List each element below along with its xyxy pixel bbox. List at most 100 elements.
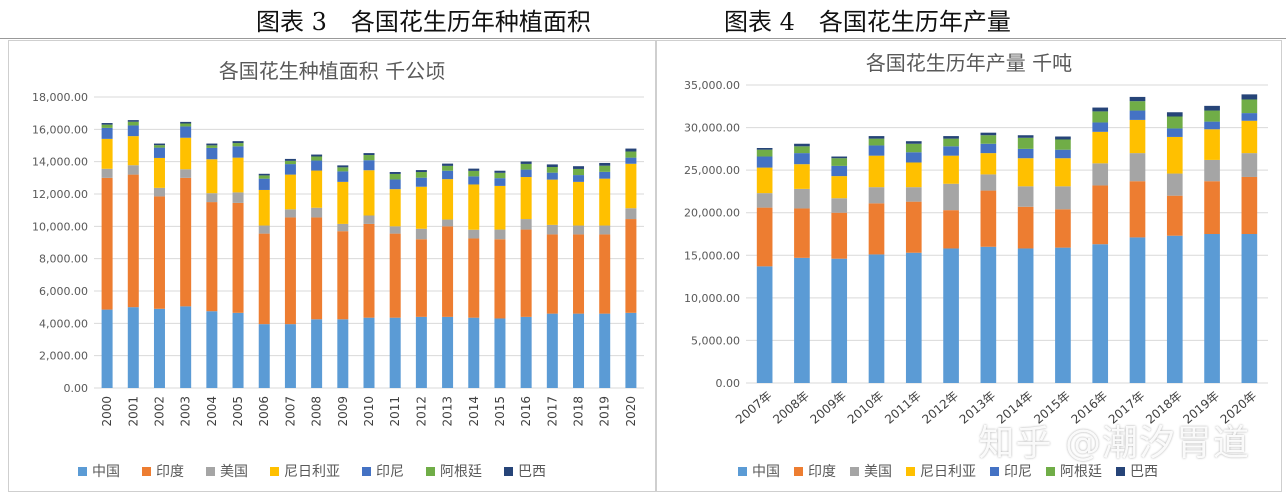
- legend-label: 中国: [92, 464, 120, 480]
- bar-segment: [180, 123, 192, 127]
- bar-segment: [442, 163, 454, 166]
- bar-segment: [337, 319, 349, 388]
- bar-segment: [389, 173, 401, 180]
- bar-segment: [180, 169, 192, 178]
- bar-segment: [980, 174, 997, 191]
- bar-segment: [1092, 111, 1109, 123]
- bar-segment: [868, 155, 885, 188]
- legend-item: 印度: [142, 464, 184, 480]
- bar-segment: [153, 143, 165, 146]
- bar-segment: [756, 149, 773, 157]
- x-tick-label: 2017: [545, 396, 559, 427]
- bar-segment: [258, 225, 270, 234]
- bar-segment: [794, 146, 810, 154]
- bar-segment: [415, 177, 427, 187]
- bar-segment: [1241, 94, 1258, 100]
- bar-segment: [599, 225, 611, 235]
- bar-segment: [258, 178, 270, 190]
- bar-segment: [905, 143, 922, 153]
- y-tick-label: 20,000.00: [684, 207, 740, 220]
- bar-segment: [756, 156, 773, 168]
- legend-swatch: [738, 467, 747, 476]
- bar-segment: [232, 202, 244, 313]
- figure-4-title: 图表 4 各国花生历年产量: [724, 8, 1011, 36]
- legend-item: 中国: [78, 464, 120, 480]
- bar-segment: [389, 317, 401, 388]
- legend-swatch: [206, 467, 215, 476]
- bar-segment: [943, 155, 959, 184]
- bar-segment: [573, 175, 585, 182]
- bar-segment: [101, 124, 113, 128]
- bar-segment: [1055, 209, 1071, 248]
- bar-segment: [363, 170, 375, 216]
- bar-segment: [284, 209, 296, 218]
- legend-swatch: [1046, 467, 1055, 476]
- bar-segment: [831, 212, 848, 259]
- bar-segment: [794, 153, 810, 165]
- bar-segment: [905, 252, 922, 383]
- bar-segment: [520, 177, 532, 220]
- bar-segment: [127, 125, 139, 137]
- bar-segment: [389, 226, 401, 234]
- y-tick-label: 6,000.00: [39, 285, 88, 298]
- bar-segment: [1055, 247, 1071, 383]
- bar-segment: [1055, 149, 1071, 159]
- x-tick-label: 2020: [624, 396, 638, 427]
- bar-segment: [311, 160, 323, 171]
- bar-segment: [1166, 116, 1183, 129]
- y-tick-label: 2,000.00: [39, 350, 88, 363]
- legend-label: 印尼: [1004, 464, 1032, 480]
- x-tick-label: 2010: [362, 396, 376, 427]
- legend-swatch: [426, 467, 435, 476]
- bar-segment: [101, 138, 113, 169]
- legend-label: 美国: [864, 464, 892, 480]
- bar-segment: [442, 226, 454, 317]
- bar-segment: [756, 148, 773, 150]
- bar-segment: [363, 215, 375, 224]
- bar-segment: [1017, 206, 1034, 249]
- bar-segment: [1166, 112, 1183, 117]
- figure-3-title: 图表 3 各国花生历年种植面积: [256, 8, 591, 36]
- x-tick-label: 2003: [179, 396, 193, 427]
- bar-segment: [520, 316, 532, 388]
- bar-segment: [599, 165, 611, 172]
- bar-segment: [546, 167, 558, 173]
- y-tick-label: 8,000.00: [39, 253, 88, 266]
- legend-item: 印尼: [362, 464, 404, 480]
- bar-segment: [284, 174, 296, 210]
- bar-segment: [943, 210, 959, 249]
- bar-segment: [831, 165, 848, 177]
- bar-segment: [1129, 153, 1146, 182]
- bar-segment: [905, 162, 922, 188]
- bar-segment: [625, 157, 637, 164]
- x-tick-label: 2013: [441, 396, 455, 427]
- bar-segment: [573, 313, 585, 388]
- bar-segment: [442, 165, 454, 171]
- legend-label: 美国: [220, 464, 248, 480]
- bar-segment: [232, 146, 244, 158]
- bar-segment: [599, 162, 611, 166]
- legend-item: 阿根廷: [1046, 464, 1102, 480]
- bar-segment: [101, 168, 113, 178]
- legend-label: 巴西: [518, 464, 546, 480]
- bar-segment: [905, 201, 922, 253]
- bar-segment: [1092, 122, 1109, 132]
- legend-swatch: [78, 467, 87, 476]
- bar-segment: [389, 233, 401, 318]
- bar-segment: [1204, 105, 1220, 111]
- bar-segment: [415, 316, 427, 388]
- bar-segment: [599, 178, 611, 226]
- bar-segment: [831, 176, 848, 199]
- legend-label: 印度: [808, 464, 836, 480]
- bar-segment: [363, 317, 375, 388]
- bar-segment: [1204, 181, 1220, 234]
- bar-segment: [389, 189, 401, 227]
- legend-item: 中国: [738, 464, 780, 480]
- bar-segment: [389, 172, 401, 174]
- y-tick-label: 30,000.00: [684, 122, 740, 135]
- bar-segment: [284, 217, 296, 325]
- bar-segment: [625, 151, 637, 158]
- x-tick-label: 2002: [152, 396, 166, 427]
- bar-segment: [599, 234, 611, 314]
- bar-segment: [206, 202, 218, 312]
